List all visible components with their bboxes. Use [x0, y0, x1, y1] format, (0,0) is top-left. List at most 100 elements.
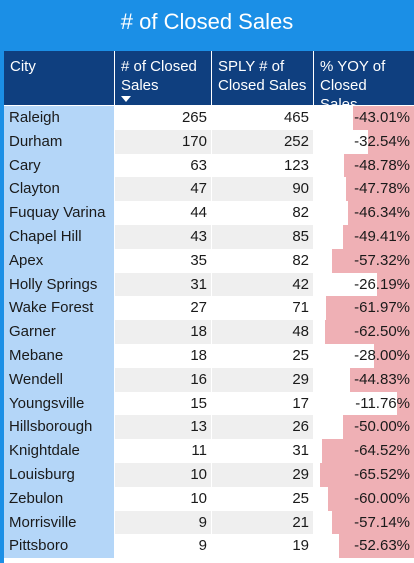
cell-closed-sales: 265: [115, 106, 212, 130]
table-body: Raleigh 265 465 -43.01% Durham 170 252 -32.54% C…: [4, 106, 414, 559]
cell-yoy-label: -61.97%: [354, 299, 410, 317]
yoy-data-bar: [374, 343, 414, 368]
table-row[interactable]: Wendell 16 29 -44.83%: [4, 367, 414, 392]
closed-sales-table: City # of Closed Sales SPLY # of Closed …: [4, 51, 414, 563]
yoy-data-bar: [324, 320, 414, 344]
cell-yoy: -61.97%: [314, 296, 414, 321]
cell-city: Raleigh: [4, 106, 115, 130]
cell-yoy-label: -43.01%: [354, 109, 410, 126]
table-row[interactable]: Zebulon 10 25 -60.00%: [4, 486, 414, 511]
table-row[interactable]: Fuquay Varina 44 82 -46.34%: [4, 201, 414, 225]
column-header-city-label: City: [10, 58, 36, 75]
cell-city: Morrisville: [4, 510, 115, 535]
table-row[interactable]: Knightdale 11 31 -64.52%: [4, 439, 414, 463]
cell-sply-closed-sales: 90: [212, 177, 314, 202]
table-row[interactable]: Holly Springs 31 42 -26.19%: [4, 272, 414, 297]
cell-closed-sales: 13: [115, 415, 212, 440]
cell-yoy: -52.63%: [314, 534, 414, 559]
cell-yoy-label: -57.32%: [354, 251, 410, 269]
column-header-closed-sales-label: # of Closed Sales: [121, 58, 197, 94]
column-header-closed-sales[interactable]: # of Closed Sales: [115, 51, 212, 105]
table-row[interactable]: Pittsboro 9 19 -52.63%: [4, 534, 414, 559]
cell-city: Knightdale: [4, 439, 115, 463]
column-header-sply[interactable]: SPLY # of Closed Sales: [212, 51, 314, 105]
cell-yoy: -28.00%: [314, 343, 414, 368]
cell-city: Durham: [4, 129, 115, 154]
cell-yoy-label: -50.00%: [354, 418, 410, 436]
yoy-data-bar: [376, 272, 414, 297]
cell-yoy-label: -60.00%: [354, 489, 410, 507]
yoy-data-bar: [325, 296, 414, 321]
cell-closed-sales: 47: [115, 177, 212, 202]
table-row[interactable]: Durham 170 252 -32.54%: [4, 129, 414, 154]
cell-closed-sales: 16: [115, 367, 212, 392]
column-header-yoy-label: % YOY of Closed Sales: [320, 58, 386, 113]
cell-closed-sales: 43: [115, 224, 212, 249]
cell-sply-closed-sales: 252: [212, 129, 314, 154]
cell-yoy: -50.00%: [314, 415, 414, 440]
table-row[interactable]: Garner 18 48 -62.50%: [4, 320, 414, 344]
cell-sply-closed-sales: 82: [212, 201, 314, 225]
table-row[interactable]: Morrisville 9 21 -57.14%: [4, 510, 414, 535]
cell-closed-sales: 10: [115, 486, 212, 511]
cell-yoy-label: -49.41%: [354, 227, 410, 245]
yoy-data-bar: [352, 106, 414, 130]
table-row[interactable]: Raleigh 265 465 -43.01%: [4, 106, 414, 130]
cell-sply-closed-sales: 26: [212, 415, 314, 440]
cell-yoy-label: -26.19%: [354, 275, 410, 293]
cell-closed-sales: 63: [115, 153, 212, 178]
cell-yoy-label: -65.52%: [354, 465, 410, 483]
cell-city: Louisburg: [4, 462, 115, 487]
column-divider: [114, 106, 115, 563]
cell-yoy-label: -32.54%: [354, 132, 410, 150]
cell-city: Clayton: [4, 177, 115, 202]
cell-sply-closed-sales: 21: [212, 510, 314, 535]
cell-sply-closed-sales: 465: [212, 106, 314, 130]
table-header: City # of Closed Sales SPLY # of Closed …: [4, 51, 414, 113]
cell-closed-sales: 9: [115, 534, 212, 559]
cell-yoy-label: -28.00%: [354, 346, 410, 364]
cell-yoy: -46.34%: [314, 201, 414, 225]
column-divider: [211, 106, 212, 563]
cell-yoy: -64.52%: [314, 439, 414, 463]
cell-yoy: -48.78%: [314, 153, 414, 178]
cell-yoy-label: -48.78%: [354, 156, 410, 174]
cell-closed-sales: 10: [115, 462, 212, 487]
table-row[interactable]: Hillsborough 13 26 -50.00%: [4, 415, 414, 440]
table-row[interactable]: Youngsville 15 17 -11.76%: [4, 391, 414, 416]
column-header-yoy[interactable]: % YOY of Closed Sales: [314, 51, 414, 113]
cell-sply-closed-sales: 31: [212, 439, 314, 463]
cell-yoy: -44.83%: [314, 367, 414, 392]
table-row[interactable]: Chapel Hill 43 85 -49.41%: [4, 224, 414, 249]
cell-closed-sales: 27: [115, 296, 212, 321]
cell-city: Mebane: [4, 343, 115, 368]
table-row[interactable]: Mebane 18 25 -28.00%: [4, 343, 414, 368]
cell-yoy-label: -57.14%: [354, 513, 410, 531]
cell-city: Garner: [4, 320, 115, 344]
cell-yoy: -57.32%: [314, 248, 414, 273]
column-divider: [313, 106, 314, 563]
yoy-data-bar: [321, 439, 414, 463]
cell-sply-closed-sales: 25: [212, 486, 314, 511]
yoy-data-bar: [343, 224, 414, 249]
table-row[interactable]: Apex 35 82 -57.32%: [4, 248, 414, 273]
yoy-data-bar: [347, 201, 414, 225]
yoy-data-bar: [344, 153, 414, 178]
cell-closed-sales: 9: [115, 510, 212, 535]
table-row[interactable]: Wake Forest 27 71 -61.97%: [4, 296, 414, 321]
cell-yoy: -62.50%: [314, 320, 414, 344]
cell-closed-sales: 35: [115, 248, 212, 273]
cell-closed-sales: 18: [115, 320, 212, 344]
cell-sply-closed-sales: 123: [212, 153, 314, 178]
cell-sply-closed-sales: 29: [212, 367, 314, 392]
cell-sply-closed-sales: 42: [212, 272, 314, 297]
cell-sply-closed-sales: 82: [212, 248, 314, 273]
cell-city: Wendell: [4, 367, 115, 392]
yoy-data-bar: [332, 248, 414, 273]
table-row[interactable]: Clayton 47 90 -47.78%: [4, 177, 414, 202]
cell-yoy: -49.41%: [314, 224, 414, 249]
table-row[interactable]: Cary 63 123 -48.78%: [4, 153, 414, 178]
cell-yoy: -43.01%: [314, 106, 414, 130]
column-header-city[interactable]: City: [4, 51, 115, 105]
table-row[interactable]: Louisburg 10 29 -65.52%: [4, 462, 414, 487]
